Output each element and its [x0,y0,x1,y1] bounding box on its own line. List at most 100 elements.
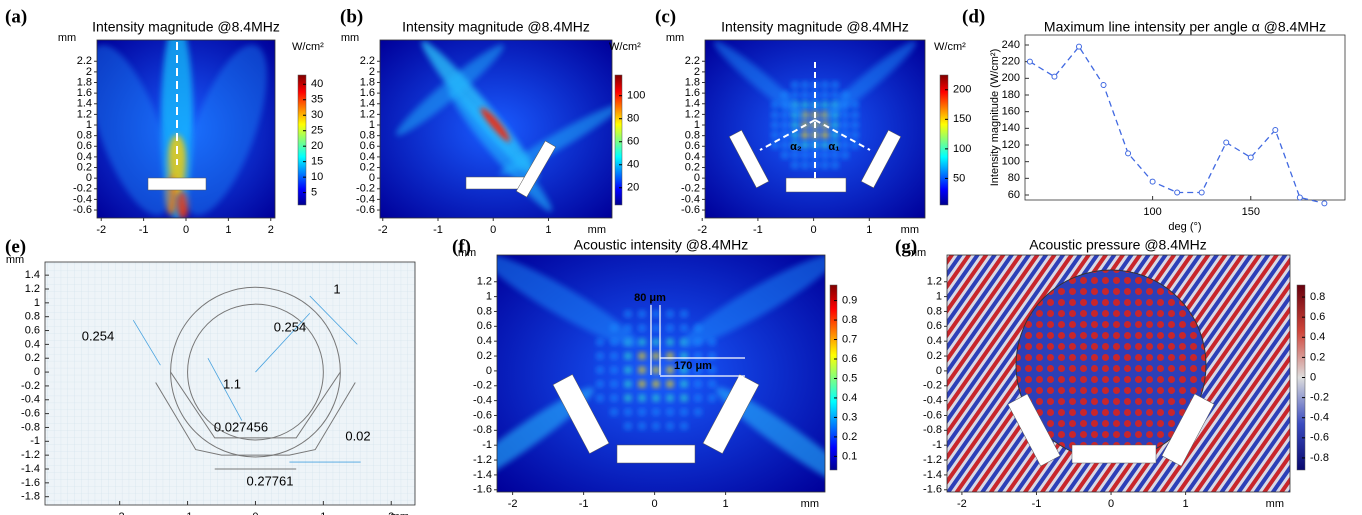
transducer [786,178,846,192]
y-tick-label: 1.4 [77,98,92,110]
y-tick-label: -0.2 [21,380,40,392]
field-spot [625,395,632,402]
x-tick-label: -2 [957,498,967,510]
colorbar-tick-label: 40 [311,78,323,90]
x-tick-label: -2 [697,224,707,236]
y-unit: mm [58,32,76,44]
data-point [1175,190,1180,195]
x-tick-label: 1 [225,224,231,236]
y-tick-label: -1.6 [923,484,942,496]
field-spot [822,92,829,99]
field-spot [611,409,618,416]
y-tick-label: 0.6 [685,140,700,152]
y-tick-label: -0.2 [681,183,700,195]
x-tick-label: 1 [723,498,729,510]
field-spot [695,395,702,402]
colorbar-tick-label: 80 [627,113,639,125]
y-tick-label: 0.6 [77,140,92,152]
data-point [1027,59,1032,64]
y-unit: mm [341,32,359,44]
field-spot [802,162,809,169]
y-tick-label: 0.6 [25,324,40,336]
y-tick-label: 1.8 [685,76,700,88]
y-tick-label: 1 [936,291,942,303]
y-tick-label: -1.2 [473,454,492,466]
field-spot [653,381,660,388]
colorbar-tick-label: 0.2 [1310,351,1325,363]
y-tick-label: -1 [30,435,40,447]
y-tick-label: 2 [369,66,375,78]
x-unit: mm [391,511,409,515]
y-tick-label: -0.4 [681,193,700,205]
field-image [380,35,625,218]
field-spot [822,102,829,109]
panel-label: (e) [5,236,26,257]
y-tick-label: -1.4 [473,469,492,481]
y-tick-label: -0.8 [473,424,492,436]
field-spot [782,142,789,149]
x-tick-label: -2 [378,224,388,236]
figure: -2-1012-0.6-0.4-0.200.20.40.60.811.21.41… [0,0,1362,515]
y-tick-label: 0.8 [360,130,375,142]
x-tick-label: -1 [753,224,763,236]
colorbar-tick-label: 0.6 [842,353,857,365]
x-tick-label: -1 [579,498,589,510]
y-tick-label: 0.8 [25,311,40,323]
field-spot [842,112,849,119]
y-tick-label: 0.4 [927,335,942,347]
panel-label: (b) [340,6,363,27]
y-tick-label: -1.6 [21,477,40,489]
y-tick-label: 240 [1002,39,1020,51]
field-spot [792,122,799,129]
colorbar-tick-label: 35 [311,94,323,106]
colorbar-tick-label: -0.8 [1310,452,1329,464]
field-spot [667,325,674,332]
y-tick-label: 0.6 [360,140,375,152]
field-spot [802,102,809,109]
y-tick-label: -0.4 [473,395,492,407]
field-spot [681,409,688,416]
field-spot [681,423,688,430]
x-tick-label: -2 [96,224,106,236]
y-tick-label: 1 [694,119,700,131]
field-spot [653,353,660,360]
field-spot [681,381,688,388]
y-tick-label: 0.2 [685,161,700,173]
x-tick-label: 1 [1183,498,1189,510]
y-tick-label: 1.4 [360,98,375,110]
x-tick-label: 100 [1143,206,1161,218]
field-spot [597,381,604,388]
y-tick-label: -0.4 [923,395,942,407]
y-tick-label: 160 [1002,106,1020,118]
y-tick-label: 1 [86,119,92,131]
plot-frame [1025,35,1345,200]
y-tick-label: 1.2 [477,276,492,288]
y-tick-label: -0.6 [356,204,375,216]
y-tick-label: 0.4 [477,335,492,347]
chart-title: Intensity magnitude @8.4MHz [402,19,590,35]
colorbar-tick-label: 50 [953,172,965,184]
y-tick-label: -0.4 [73,193,92,205]
y-tick-label: 120 [1002,139,1020,151]
field-spot [802,132,809,139]
x-tick-label: -1 [1032,498,1042,510]
y-tick-label: 1 [34,297,40,309]
field-spot [639,325,646,332]
x-unit: mm [1266,498,1284,510]
x-tick-label: 0 [652,498,658,510]
field-spot [681,311,688,318]
y-tick-label: 0.4 [685,151,700,163]
transducer [1072,445,1156,463]
field-spot [842,152,849,159]
x-tick-label: 0 [252,511,258,515]
field-spot [597,339,604,346]
data-point [1052,74,1057,79]
colorbar-tick-label: 100 [627,90,645,102]
colorbar-tick-label: 150 [953,113,971,125]
data-point [1126,151,1131,156]
field-spot [611,353,618,360]
y-tick-label: 1.2 [685,108,700,120]
field-spot [832,92,839,99]
colorbar-tick-label: 0.6 [1310,311,1325,323]
y-tick-label: 1 [486,291,492,303]
